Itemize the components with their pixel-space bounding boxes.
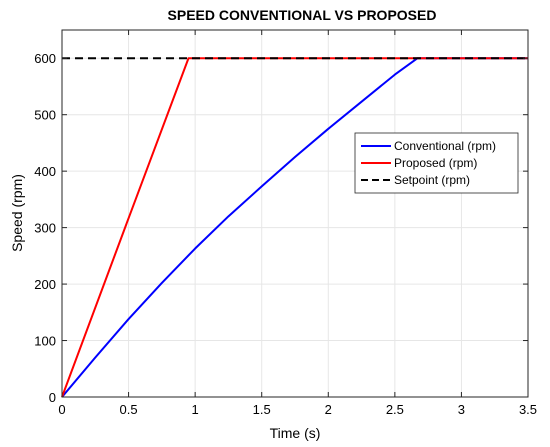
x-tick-label: 3	[458, 402, 465, 417]
x-axis-ticks: 0 0.5 1 1.5 2 2.5 3 3.5	[58, 30, 537, 417]
y-tick-label: 400	[34, 164, 56, 179]
x-tick-label: 0	[58, 402, 65, 417]
plot-frame	[61, 29, 529, 398]
chart-title: SPEED CONVENTIONAL VS PROPOSED	[168, 7, 437, 23]
y-axis-ticks: 0 100 200 300 400 500 600	[34, 51, 528, 405]
series-lines	[61, 57, 528, 398]
x-tick-label: 0.5	[120, 402, 138, 417]
legend: Conventional (rpm) Proposed (rpm) Setpoi…	[354, 132, 519, 194]
legend-label-setpoint: Setpoint (rpm)	[394, 173, 470, 187]
grid	[61, 30, 529, 398]
y-tick-label: 0	[49, 390, 56, 405]
y-tick-label: 500	[34, 108, 56, 123]
x-axis-label: Time (s)	[270, 425, 321, 441]
x-tick-label: 1	[192, 402, 199, 417]
legend-label-conventional: Conventional (rpm)	[394, 139, 496, 153]
legend-label-proposed: Proposed (rpm)	[394, 156, 477, 170]
x-tick-label: 2.5	[386, 402, 404, 417]
y-tick-label: 600	[34, 51, 56, 66]
y-tick-label: 100	[34, 334, 56, 349]
y-tick-label: 300	[34, 221, 56, 236]
x-tick-label: 1.5	[253, 402, 271, 417]
series-line-conventional	[61, 57, 528, 398]
y-axis-label: Speed (rpm)	[9, 174, 25, 252]
series-line-proposed	[61, 57, 528, 398]
x-tick-label: 2	[325, 402, 332, 417]
y-tick-label: 200	[34, 277, 56, 292]
x-tick-label: 3.5	[519, 402, 537, 417]
